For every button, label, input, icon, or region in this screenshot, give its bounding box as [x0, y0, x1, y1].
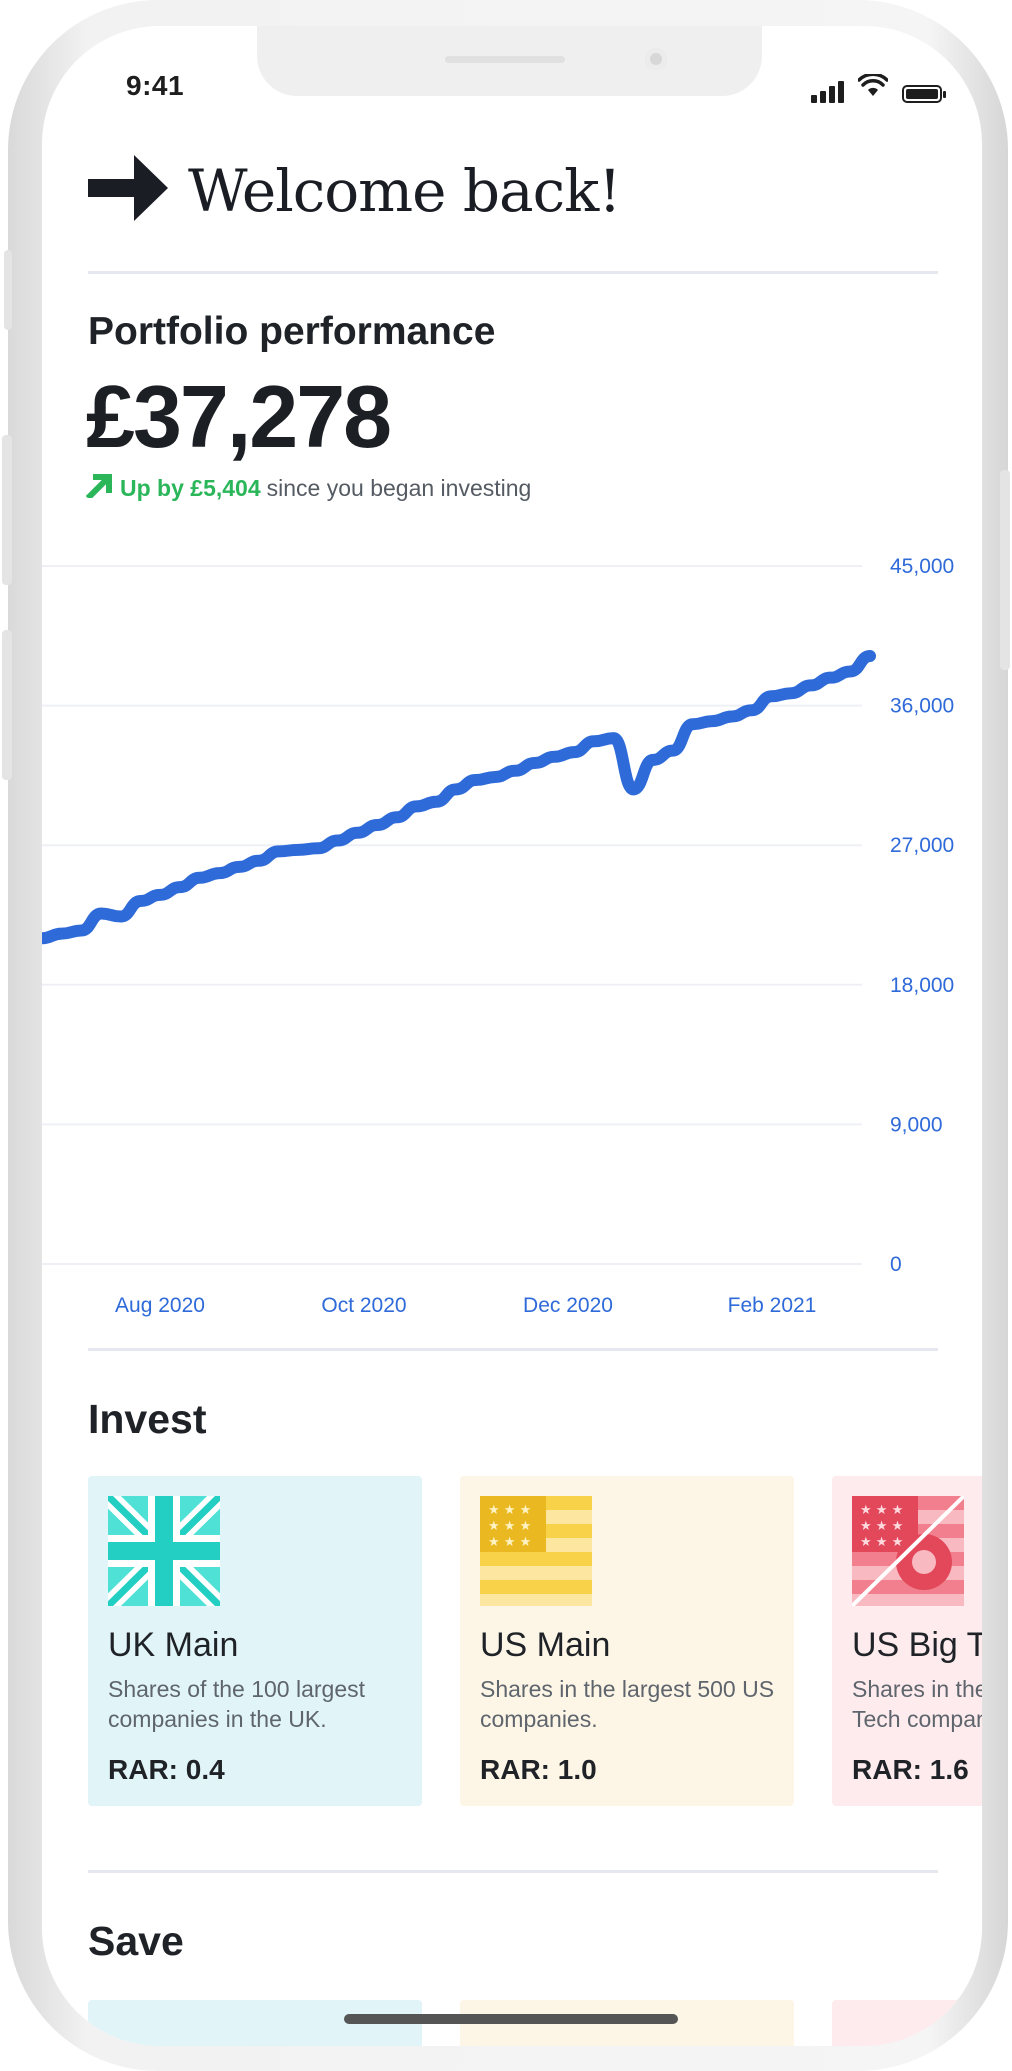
card-title: US Big Tech — [852, 1626, 982, 1664]
divider — [88, 1348, 938, 1351]
card-rar: RAR: 1.6 — [852, 1754, 969, 1785]
x-tick-label: Feb 2021 — [728, 1294, 817, 1317]
x-tick-label: Aug 2020 — [115, 1294, 205, 1317]
chart-x-axis: Aug 2020 Oct 2020 Dec 2020 Feb 2021 — [115, 1294, 816, 1317]
y-tick-label: 27,000 — [890, 834, 954, 857]
y-tick-label: 45,000 — [890, 555, 954, 578]
card-description: Shares in the largest US Tech companies. — [852, 1676, 982, 1732]
card-rar: RAR: 0.4 — [108, 1754, 225, 1785]
card-title: UK Main — [108, 1626, 239, 1664]
cellular-signal-icon — [811, 79, 844, 103]
svg-text:★ ★ ★: ★ ★ ★ — [860, 1503, 903, 1518]
card-description: Shares in the largest 500 US companies. — [480, 1676, 775, 1732]
wifi-icon — [857, 72, 889, 103]
phone-screen: Welcome back! Portfolio performance £37,… — [42, 26, 982, 2046]
svg-text:★ ★ ★: ★ ★ ★ — [488, 1503, 531, 1518]
us-tech-flag-icon: ★ ★ ★ ★ ★ ★ ★ ★ ★ — [850, 1494, 966, 1608]
y-tick-label: 18,000 — [890, 974, 954, 997]
mute-switch — [4, 250, 12, 330]
battery-icon — [902, 85, 946, 103]
speaker-grille — [445, 56, 565, 63]
divider — [88, 271, 938, 274]
front-camera — [645, 48, 667, 70]
uk-flag-icon — [101, 1489, 227, 1613]
y-tick-label: 36,000 — [890, 695, 954, 718]
divider — [88, 1870, 938, 1873]
chart-series — [42, 649, 876, 945]
home-indicator[interactable] — [344, 2014, 678, 2024]
portfolio-value-line — [42, 649, 876, 945]
volume-up-button — [2, 435, 12, 585]
card-title: US Main — [480, 1626, 611, 1664]
svg-text:★ ★ ★: ★ ★ ★ — [488, 1535, 531, 1550]
invest-card-us-big-tech[interactable]: ★ ★ ★★ ★ ★★ ★ ★ US Big Tech Shares in th… — [832, 1476, 982, 1806]
invest-card-us-main[interactable]: ★ ★ ★ ★ ★ ★ ★ ★ ★ US Main Shares in the la… — [460, 1476, 794, 1806]
status-icons — [811, 72, 946, 103]
welcome-header: Welcome back! — [88, 151, 622, 230]
portfolio-chart[interactable]: 45,000 36,000 27,000 18,000 9,000 0 Aug 2020 O… — [42, 536, 982, 1336]
volume-down-button — [2, 630, 12, 780]
svg-text:★ ★ ★: ★ ★ ★ — [860, 1535, 903, 1550]
invest-heading: Invest — [88, 1396, 207, 1442]
portfolio-value: £37,278 — [86, 367, 392, 466]
save-heading: Save — [88, 1918, 184, 1964]
invest-carousel[interactable]: UK Main Shares of the 100 largest compan… — [88, 1476, 982, 1806]
card-description: Shares of the 100 largest companies in t… — [108, 1676, 365, 1732]
us-flag-icon: ★ ★ ★ ★ ★ ★ ★ ★ ★ — [480, 1496, 592, 1606]
save-card[interactable] — [832, 2000, 982, 2046]
phone-notch — [257, 26, 762, 96]
chart-y-axis: 45,000 36,000 27,000 18,000 9,000 0 — [890, 555, 954, 1276]
portfolio-heading: Portfolio performance — [88, 310, 496, 353]
page-title: Welcome back! — [188, 156, 622, 225]
change-amount: Up by £5,404 — [120, 474, 261, 501]
svg-text:★ ★ ★: ★ ★ ★ — [488, 1519, 531, 1534]
power-button — [1000, 470, 1010, 670]
portfolio-change: Up by £5,404 since you began investing — [85, 472, 532, 504]
y-tick-label: 0 — [890, 1253, 902, 1276]
y-tick-label: 9,000 — [890, 1113, 943, 1136]
x-tick-label: Oct 2020 — [321, 1294, 406, 1317]
arrow-right-icon — [88, 151, 170, 230]
status-time: 9:41 — [126, 70, 185, 101]
change-caption: since you began investing — [266, 474, 532, 501]
invest-card-uk-main[interactable]: UK Main Shares of the 100 largest compan… — [88, 1476, 422, 1806]
svg-text:★ ★ ★: ★ ★ ★ — [860, 1519, 903, 1534]
x-tick-label: Dec 2020 — [523, 1294, 613, 1317]
trend-up-arrow-icon — [85, 472, 114, 504]
card-rar: RAR: 1.0 — [480, 1754, 597, 1785]
chart-gridlines — [42, 565, 862, 1265]
